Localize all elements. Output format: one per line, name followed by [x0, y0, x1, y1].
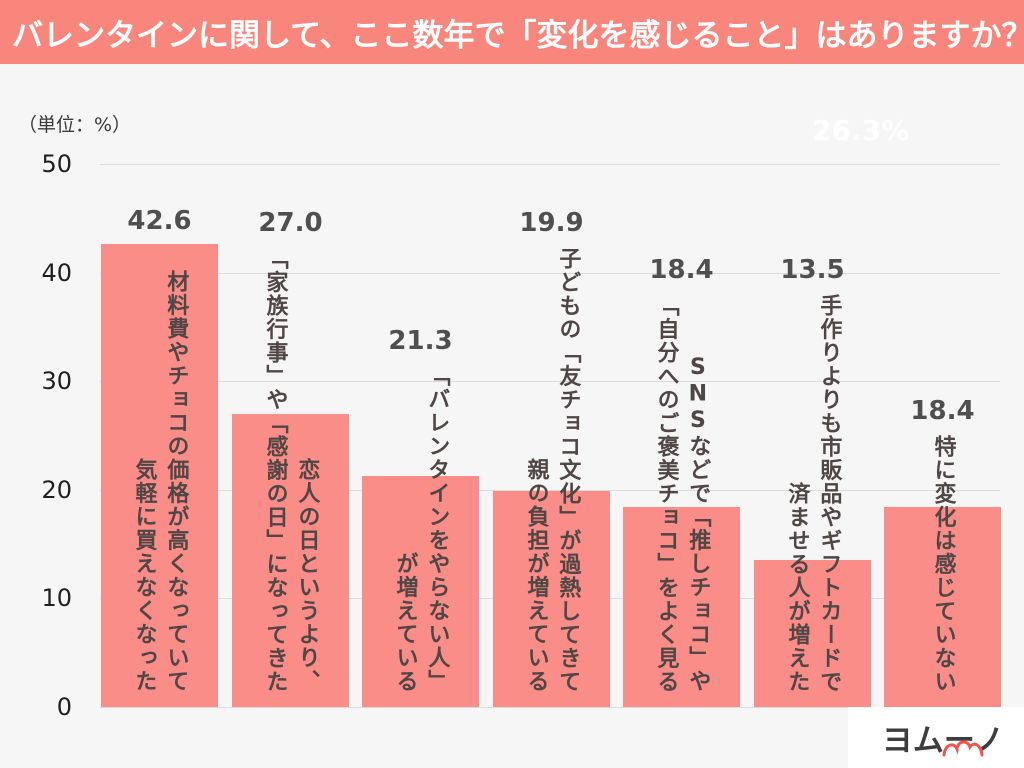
bar-value-label: 18.4 — [649, 255, 714, 285]
bar-category-label: 子どもの「友チョコ文化」が過熱してきて 親の負担が増えている — [523, 246, 581, 694]
bar-category-label: 恋人の日というより、 「家族行事」や「感謝の日」になってきた — [262, 246, 320, 694]
page-title: バレンタインに関して、ここ数年で「変化を感じること」はありますか？ — [12, 17, 1024, 54]
logo-cloud-icon — [942, 740, 984, 757]
gridline-50 — [100, 164, 1000, 165]
bar — [754, 560, 871, 707]
bar-category-label: 「バレンタインをやらない人」 が増えている — [392, 364, 450, 693]
y-axis-tick-10: 10 — [41, 584, 72, 613]
gridline-0 — [100, 707, 1000, 708]
bar-value-label: 42.6 — [127, 206, 192, 237]
bar-category-label: SNSなどで「推しチョコ」や 「自分へのご褒美チョコ」をよく見る — [653, 293, 711, 694]
logo-box: ヨムーノ — [848, 707, 1024, 768]
gridline-30 — [100, 381, 1000, 383]
bar-category-label: 特に変化は感じていない — [930, 434, 956, 694]
y-axis-tick-50: 50 — [41, 150, 72, 178]
y-axis-tick-20: 20 — [41, 475, 72, 504]
title-bar: バレンタインに関して、ここ数年で「変化を感じること」はありますか？ — [0, 0, 1024, 64]
y-axis-tick-30: 30 — [41, 367, 72, 396]
y-axis-tick-0: 0 — [56, 693, 72, 721]
bar-value-label: 27.0 — [258, 208, 323, 238]
bar-value-label: 13.5 — [780, 255, 845, 285]
bar — [884, 507, 1001, 707]
bar-value-label: 18.4 — [910, 396, 975, 426]
y-axis-tick-40: 40 — [41, 258, 72, 287]
bar-category-label: 材料費やチョコの価格が高くなっていて 気軽に買えなくなった — [131, 270, 189, 693]
unit-label: （単位：%） — [18, 114, 132, 136]
bar-value-label: 19.9 — [519, 208, 584, 238]
bar — [623, 507, 740, 707]
bar — [362, 475, 479, 707]
bar-category-label: 手作りよりも市販品やギフトカードで 済ませる人が増えた — [784, 293, 842, 694]
bar — [232, 413, 349, 707]
gridline-40 — [100, 272, 1000, 274]
watermark-value: 26.3% — [812, 114, 910, 147]
bar-value-label: 21.3 — [388, 326, 453, 356]
bar — [493, 490, 610, 707]
bar — [101, 244, 218, 707]
gridline-20 — [100, 489, 1000, 491]
